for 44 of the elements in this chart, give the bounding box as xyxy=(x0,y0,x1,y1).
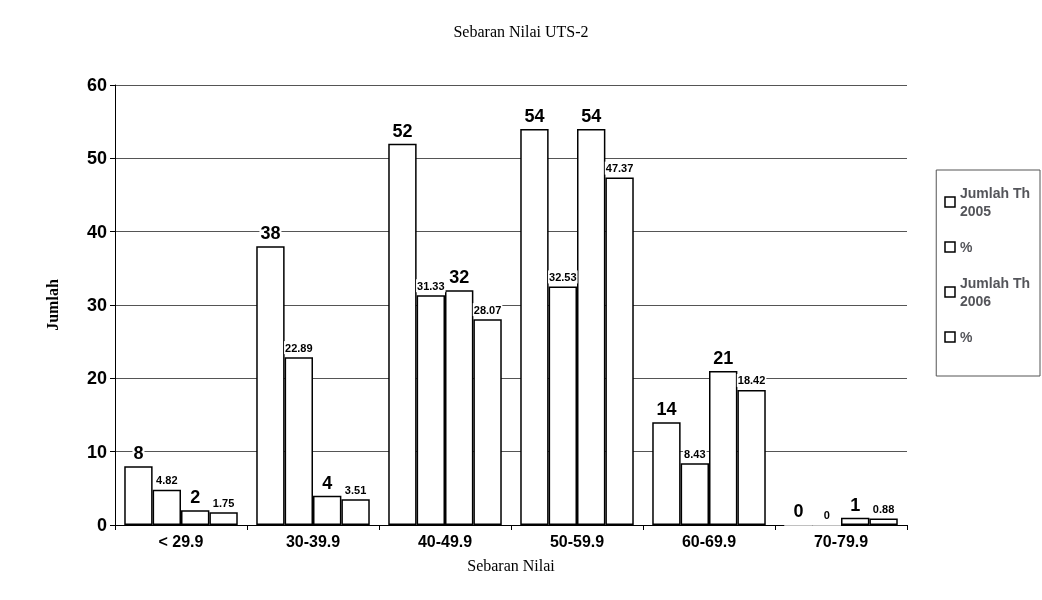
y-tick-label: 30 xyxy=(86,295,107,315)
data-label: 32 xyxy=(449,267,470,288)
y-axis-title: Jumlah xyxy=(43,279,61,331)
data-label: 2 xyxy=(190,487,201,508)
legend-label: % xyxy=(959,239,973,255)
y-tick-label: 0 xyxy=(96,515,107,535)
data-label: 18.42 xyxy=(737,374,766,387)
y-tick-label: 60 xyxy=(86,75,107,95)
x-axis-title: Sebaran Nilai xyxy=(467,556,556,574)
data-label: 14 xyxy=(656,399,677,420)
y-tick-label: 40 xyxy=(86,221,107,242)
data-label: 1.75 xyxy=(212,496,235,509)
data-label: 31.33 xyxy=(417,279,445,292)
data-label: 1 xyxy=(850,494,861,515)
data-label: 21 xyxy=(713,348,734,368)
y-tick-label: 10 xyxy=(86,441,107,462)
data-label: 32.53 xyxy=(549,270,577,283)
x-tick-label: 60-69.9 xyxy=(681,532,737,550)
y-tick-label: 50 xyxy=(86,148,107,169)
x-tick-label: 50-59.9 xyxy=(549,532,605,550)
legend-label: Jumlah Th 2005 xyxy=(959,185,1031,219)
data-label: 54 xyxy=(581,106,602,126)
data-label: 0.88 xyxy=(872,503,895,516)
data-label: 54 xyxy=(524,106,545,126)
chart-title: Sebaran Nilai UTS-2 xyxy=(453,22,589,40)
x-tick-label: 70-79.9 xyxy=(813,532,869,550)
data-label: 0 xyxy=(793,501,804,522)
legend-label: % xyxy=(959,329,973,345)
x-tick-label: < 29.9 xyxy=(158,532,204,550)
data-label: 22.89 xyxy=(285,341,313,354)
data-label: 28.07 xyxy=(473,303,502,316)
data-label: 0 xyxy=(823,508,830,521)
data-label: 4 xyxy=(322,472,333,493)
x-tick-label: 40-49.9 xyxy=(417,532,473,550)
legend-label: Jumlah Th 2006 xyxy=(959,275,1031,309)
data-label: 3.51 xyxy=(344,483,367,496)
data-label: 52 xyxy=(392,120,413,141)
data-label: 47.37 xyxy=(605,162,634,175)
data-label: 8 xyxy=(133,443,144,464)
data-label: 4.82 xyxy=(156,474,178,487)
x-tick-label: 30-39.9 xyxy=(285,532,341,550)
data-label: 38 xyxy=(260,223,281,244)
data-label: 8.43 xyxy=(684,447,706,460)
y-tick-label: 20 xyxy=(86,368,107,389)
